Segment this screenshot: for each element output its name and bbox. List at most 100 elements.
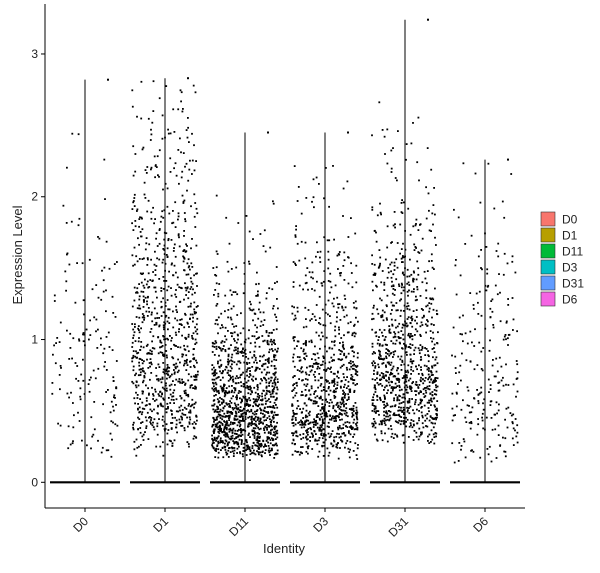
point-D31 [375, 240, 378, 243]
point-D31 [394, 335, 397, 338]
point-D1 [150, 417, 153, 419]
point-D1 [185, 273, 188, 276]
point-D1 [196, 419, 198, 422]
point-D1 [167, 406, 169, 408]
point-D1 [156, 155, 159, 158]
point-D31 [411, 335, 414, 337]
point-D11 [258, 395, 261, 397]
point-D31 [386, 128, 389, 131]
point-D1 [183, 427, 186, 429]
point-D31 [431, 400, 433, 403]
point-D3 [292, 356, 294, 359]
point-D11 [265, 330, 268, 332]
point-D1 [190, 375, 193, 378]
point-D3 [339, 366, 342, 369]
point-D3 [339, 447, 341, 449]
point-D31 [434, 358, 437, 361]
point-D3 [323, 369, 325, 371]
point-D31 [398, 389, 401, 392]
point-D1 [166, 255, 169, 258]
point-D11 [231, 450, 234, 453]
point-D11 [211, 368, 214, 371]
point-D1 [192, 288, 194, 291]
point-D11 [271, 348, 273, 350]
point-D1 [138, 304, 141, 307]
point-D3 [345, 425, 347, 427]
point-D31 [426, 368, 429, 371]
point-D0 [70, 391, 72, 394]
point-D3 [330, 286, 333, 289]
point-D11 [228, 242, 231, 245]
point-D0 [112, 376, 115, 379]
point-D1 [135, 386, 138, 389]
point-D31 [406, 376, 408, 379]
point-D11 [268, 391, 271, 393]
point-D3 [313, 421, 315, 424]
point-D6 [455, 259, 457, 261]
point-D11 [250, 408, 253, 411]
point-D11 [232, 395, 234, 398]
point-D31 [382, 401, 384, 403]
point-D3 [321, 419, 324, 421]
point-D31 [397, 130, 399, 132]
point-D0 [72, 337, 75, 340]
point-D11 [247, 337, 250, 340]
point-D1 [141, 148, 144, 151]
point-D11 [254, 427, 257, 430]
point-D1 [146, 343, 149, 346]
point-D11 [240, 373, 243, 376]
point-D11 [223, 430, 225, 432]
point-D3 [292, 439, 295, 442]
point-D11 [257, 432, 260, 435]
point-D3 [354, 428, 357, 430]
point-D31 [388, 376, 390, 379]
point-D11 [276, 388, 279, 391]
point-D31 [380, 281, 383, 284]
point-D31 [373, 369, 375, 372]
point-D31 [433, 436, 436, 438]
point-D1 [183, 269, 186, 272]
point-D3 [307, 419, 310, 422]
point-D31 [409, 360, 412, 363]
point-D1 [133, 448, 136, 451]
point-D0 [88, 390, 91, 393]
point-D0 [58, 341, 61, 343]
point-D1 [153, 324, 156, 326]
point-D1 [178, 328, 180, 330]
point-D11 [257, 435, 259, 438]
point-D1 [195, 160, 197, 162]
point-D6 [472, 450, 475, 453]
point-D1 [160, 341, 163, 344]
point-D3 [350, 425, 352, 427]
point-D11 [215, 439, 217, 442]
point-D1 [151, 347, 154, 349]
point-D3 [338, 349, 341, 351]
point-D11 [265, 386, 268, 389]
point-D1 [157, 393, 160, 395]
point-D11 [260, 412, 262, 415]
point-D3 [355, 316, 357, 319]
point-D6 [512, 329, 514, 331]
point-D0 [97, 296, 100, 299]
point-D11 [242, 327, 245, 330]
point-D31 [384, 424, 387, 426]
point-D11 [242, 455, 244, 458]
point-D3 [313, 289, 316, 292]
point-D1 [189, 366, 192, 368]
point-D3 [352, 355, 355, 358]
point-D1 [162, 424, 164, 427]
point-D1 [172, 326, 175, 329]
point-D11 [224, 326, 227, 329]
point-D11 [214, 423, 217, 426]
point-D3 [333, 238, 335, 241]
point-D31 [381, 270, 384, 272]
point-D3 [352, 302, 355, 304]
point-D31 [410, 290, 413, 293]
point-D11 [250, 418, 253, 421]
point-D11 [242, 450, 245, 452]
point-D1 [140, 117, 143, 120]
point-D31 [423, 270, 426, 273]
point-D31 [435, 435, 437, 438]
point-D31 [403, 421, 406, 424]
point-D11 [228, 430, 231, 433]
